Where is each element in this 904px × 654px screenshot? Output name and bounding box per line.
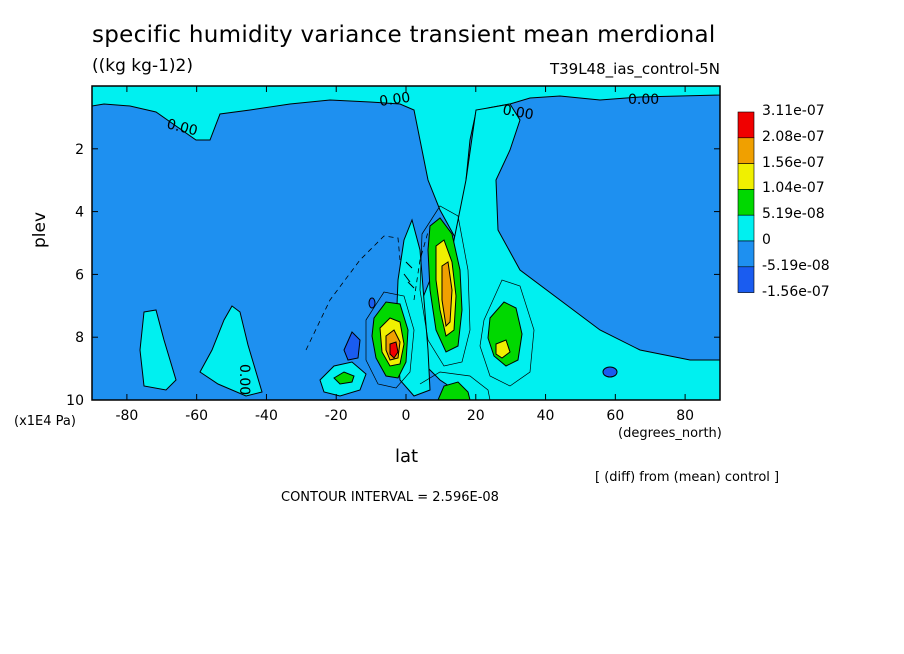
x-tick-label: 20 xyxy=(467,408,485,424)
zero-region-west2 xyxy=(199,305,263,397)
x-tick-label: -60 xyxy=(185,408,208,424)
y-tick-label: 10 xyxy=(66,393,84,409)
secondary-max-yellow xyxy=(495,339,511,359)
x-tick-label: -40 xyxy=(255,408,278,424)
negative-spot xyxy=(368,297,376,309)
chart-title: specific humidity variance transient mea… xyxy=(92,22,716,48)
x-tick-label: 80 xyxy=(676,408,694,424)
thin-contour-4 xyxy=(419,371,491,400)
contour-label: 0.00 xyxy=(378,90,411,110)
colorbar-label: 2.08e-07 xyxy=(762,128,825,145)
y-tick-label: 4 xyxy=(75,205,84,221)
thin-contour-3 xyxy=(365,291,415,389)
x-axis-units: (degrees_north) xyxy=(618,426,722,441)
dashed-contour xyxy=(305,235,401,351)
colorbar-label: 1.04e-07 xyxy=(762,180,825,197)
colorbar-label: 3.11e-07 xyxy=(762,103,825,119)
zero-region-west xyxy=(139,309,177,391)
y-tick-label: 2 xyxy=(75,142,84,158)
x-tick-label: 60 xyxy=(606,408,624,424)
run-id: T39L48_ias_control-5N xyxy=(549,60,720,78)
contour-label: 0.00 xyxy=(628,92,659,108)
negative-spot-right xyxy=(602,366,618,378)
diff-note: [ (diff) from (mean) control ] xyxy=(595,470,780,485)
colorbar-label: 5.19e-08 xyxy=(762,206,825,223)
colorbar-swatch xyxy=(737,266,755,293)
x-tick-label: 0 xyxy=(402,408,411,424)
x-axis-label: lat xyxy=(395,446,419,467)
y-tick-label: 6 xyxy=(75,267,84,283)
x-tick-label: 40 xyxy=(537,408,555,424)
colorbar-label: -5.19e-08 xyxy=(762,257,830,274)
contour-interval: CONTOUR INTERVAL = 2.596E-08 xyxy=(281,490,499,505)
thin-contour-5 xyxy=(403,261,415,289)
y-axis-units: (x1E4 Pa) xyxy=(14,414,76,429)
contour-field xyxy=(92,86,720,400)
thin-contour-2 xyxy=(419,205,471,367)
colorbar-swatch xyxy=(737,163,755,190)
chart-units: ((kg kg-1)2) xyxy=(92,56,193,76)
colorbar-label: -1.56e-07 xyxy=(762,283,830,300)
colorbar-swatch xyxy=(737,214,755,242)
thin-contour xyxy=(479,279,535,387)
colorbar-swatch xyxy=(737,189,755,216)
y-tick-label: 8 xyxy=(75,330,84,346)
contour-label: 0.00 xyxy=(236,364,252,395)
y-axis-label: plev xyxy=(30,211,50,248)
positive-max-red xyxy=(389,341,399,359)
colorbar-swatch xyxy=(737,111,755,139)
contour-labels: 0.00 0.00 0.00 0.00 0.00 xyxy=(165,90,659,395)
zero-region-top xyxy=(92,86,720,252)
colorbar-swatch xyxy=(737,240,755,268)
dashed-contour-2 xyxy=(413,231,429,301)
surface-max-south-green xyxy=(333,371,355,385)
positive-band-orange xyxy=(441,261,453,328)
contour-label: 0.00 xyxy=(501,102,534,123)
colorbar-label: 0 xyxy=(762,232,771,248)
surface-max-green xyxy=(437,381,471,400)
x-tick-label: -20 xyxy=(325,408,348,424)
negative-minimum xyxy=(343,331,361,361)
x-tick-label: -80 xyxy=(115,408,138,424)
contour-label: 0.00 xyxy=(165,116,199,139)
colorbar-swatch xyxy=(737,137,755,164)
colorbar-label: 1.56e-07 xyxy=(762,154,825,171)
